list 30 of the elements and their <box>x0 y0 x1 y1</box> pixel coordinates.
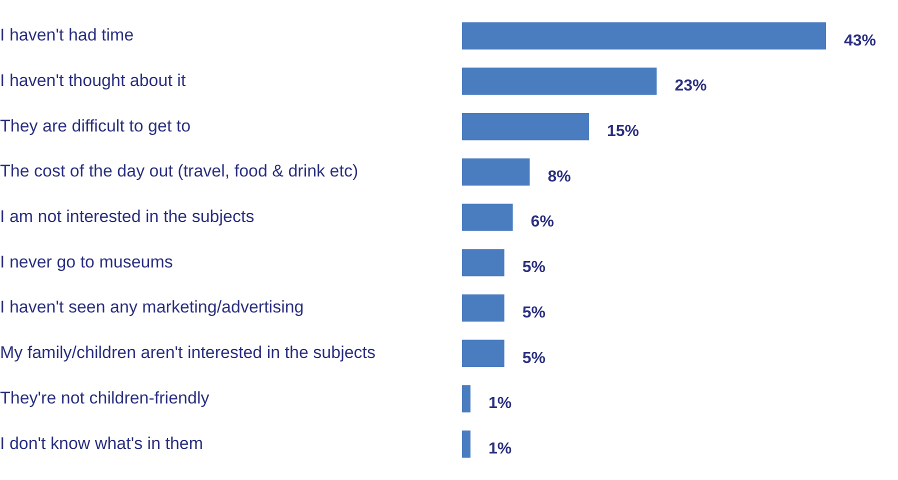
data-label: 23% <box>674 78 707 95</box>
data-label: 5% <box>522 304 546 322</box>
bar <box>462 294 504 322</box>
data-label: 8% <box>548 168 571 186</box>
y-tick-label: I never go to museums <box>0 252 173 272</box>
y-tick-label: I haven't had time <box>0 26 134 45</box>
data-label: 6% <box>530 214 554 231</box>
data-label: 1% <box>488 440 512 458</box>
y-tick-label: The cost of the day out (travel, food & drink etc) <box>0 162 358 181</box>
bar <box>462 112 589 140</box>
data-label: 5% <box>522 259 546 276</box>
data-label: 1% <box>488 395 512 412</box>
bar <box>462 158 530 186</box>
data-label: 5% <box>522 350 546 367</box>
bar <box>462 430 470 458</box>
y-tick-label: They are difficult to get to <box>0 116 191 136</box>
bar <box>462 22 826 50</box>
y-tick-label: I haven't thought about it <box>0 70 186 90</box>
y-tick-label: I don't know what's in them <box>0 434 204 453</box>
data-label: 43% <box>844 32 876 50</box>
bar <box>462 204 513 231</box>
data-label: 15% <box>606 123 640 140</box>
bar <box>462 249 504 276</box>
bar <box>462 68 657 95</box>
bar <box>462 340 504 368</box>
y-tick-label: They're not children-friendly <box>0 388 210 408</box>
bar <box>462 385 470 412</box>
y-tick-label: I am not interested in the subjects <box>0 207 254 226</box>
y-tick-label: My family/children aren't interested in the subjects <box>0 343 376 362</box>
y-tick-label: I haven't seen any marketing/advertising <box>0 298 304 317</box>
